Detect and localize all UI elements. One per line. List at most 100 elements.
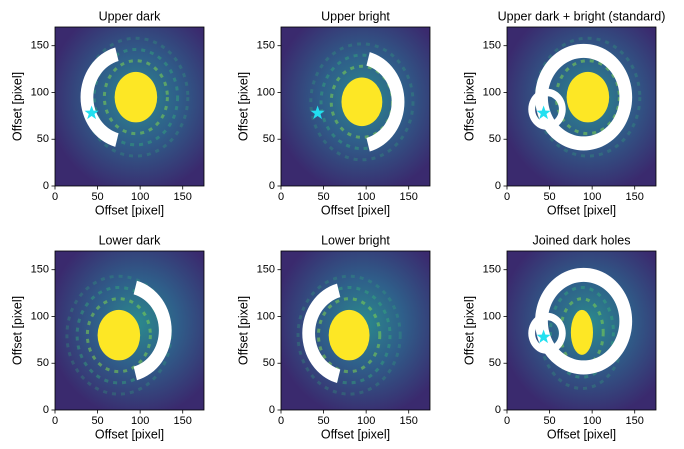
star-marker bbox=[310, 105, 325, 120]
y-tick-label: 50 bbox=[263, 357, 275, 369]
y-tick-label: 0 bbox=[269, 180, 275, 192]
x-tick-label: 150 bbox=[626, 191, 644, 203]
axes-frame bbox=[506, 26, 657, 187]
x-tick-label: 0 bbox=[504, 191, 510, 203]
x-axis-label: Offset [pixel] bbox=[321, 203, 390, 217]
core bbox=[566, 71, 610, 123]
x-tick-label: 150 bbox=[400, 191, 418, 203]
axes-frame bbox=[280, 250, 431, 411]
y-tick-label: 150 bbox=[483, 264, 501, 276]
mask-region bbox=[528, 88, 566, 130]
speckle-ring bbox=[306, 285, 392, 385]
x-tick-label: 0 bbox=[504, 415, 510, 427]
speckle-ring bbox=[548, 285, 615, 379]
y-tick-label: 150 bbox=[31, 40, 49, 52]
y-tick-label: 50 bbox=[37, 357, 49, 369]
image bbox=[55, 251, 204, 410]
mask-region bbox=[528, 312, 566, 354]
y-tick-label: 100 bbox=[483, 86, 501, 98]
x-axis-label: Offset [pixel] bbox=[547, 203, 616, 217]
panel: 0 50 100 150 0 50 100 150 Upper dark Offset [pixe… bbox=[10, 9, 205, 217]
speckle-ring bbox=[559, 297, 605, 368]
panel-title: Upper dark + bright (standard) bbox=[498, 9, 666, 23]
x-tick-label: 0 bbox=[278, 415, 284, 427]
speckle-ring bbox=[296, 274, 402, 396]
y-tick-label: 100 bbox=[257, 310, 275, 322]
axes-frame bbox=[54, 26, 205, 187]
axes-frame bbox=[506, 250, 657, 411]
x-axis-label: Offset [pixel] bbox=[95, 203, 164, 217]
x-tick-label: 0 bbox=[52, 191, 58, 203]
x-tick-label: 0 bbox=[52, 415, 58, 427]
x-tick-label: 100 bbox=[583, 191, 601, 203]
x-tick-label: 100 bbox=[583, 415, 601, 427]
core bbox=[97, 309, 141, 361]
image bbox=[55, 27, 204, 186]
x-tick-label: 100 bbox=[131, 191, 149, 203]
y-tick-label: 0 bbox=[495, 180, 501, 192]
mask-region bbox=[366, 52, 405, 152]
y-tick-label: 50 bbox=[37, 133, 49, 145]
x-tick-label: 50 bbox=[543, 191, 555, 203]
x-axis-label: Offset [pixel] bbox=[547, 427, 616, 441]
panel: 0 50 100 150 0 50 100 150 Joined dark holes Offse… bbox=[462, 233, 657, 441]
image bbox=[281, 27, 430, 186]
y-axis-label: Offset [pixel] bbox=[462, 72, 476, 141]
star-marker bbox=[536, 329, 551, 344]
x-axis-label: Offset [pixel] bbox=[95, 427, 164, 441]
y-axis-label: Offset [pixel] bbox=[236, 72, 250, 141]
panel-title: Upper bright bbox=[321, 9, 390, 23]
axes-frame bbox=[280, 26, 431, 187]
y-tick-label: 50 bbox=[489, 133, 501, 145]
mask-region bbox=[302, 283, 341, 383]
y-tick-label: 0 bbox=[495, 404, 501, 416]
y-tick-label: 50 bbox=[263, 133, 275, 145]
y-tick-label: 100 bbox=[483, 310, 501, 322]
y-axis-label: Offset [pixel] bbox=[10, 72, 24, 141]
x-tick-label: 150 bbox=[400, 415, 418, 427]
x-tick-label: 50 bbox=[317, 191, 329, 203]
star-marker bbox=[536, 105, 551, 120]
y-tick-label: 100 bbox=[31, 86, 49, 98]
x-tick-label: 150 bbox=[174, 415, 192, 427]
speckle-ring bbox=[316, 297, 382, 374]
x-tick-label: 0 bbox=[278, 191, 284, 203]
panel: 0 50 100 150 0 50 100 150 Lower dark Offset [pixe… bbox=[10, 233, 205, 441]
mask-region bbox=[80, 47, 119, 147]
core bbox=[341, 77, 383, 127]
image bbox=[281, 251, 430, 410]
y-tick-label: 150 bbox=[257, 264, 275, 276]
x-tick-label: 150 bbox=[626, 415, 644, 427]
x-tick-label: 150 bbox=[174, 191, 192, 203]
panel-title: Lower dark bbox=[99, 233, 162, 247]
y-axis-label: Offset [pixel] bbox=[236, 296, 250, 365]
y-tick-label: 100 bbox=[257, 86, 275, 98]
speckle-ring bbox=[309, 42, 415, 162]
y-tick-label: 100 bbox=[31, 310, 49, 322]
x-tick-label: 100 bbox=[131, 415, 149, 427]
x-axis-label: Offset [pixel] bbox=[321, 427, 390, 441]
x-tick-label: 50 bbox=[91, 415, 103, 427]
core bbox=[114, 71, 158, 123]
panel: 0 50 100 150 0 50 100 150 Lower bright Offset [pi… bbox=[236, 233, 431, 441]
x-tick-label: 50 bbox=[91, 191, 103, 203]
mask-region bbox=[133, 280, 172, 381]
panel-title: Joined dark holes bbox=[533, 233, 631, 247]
y-tick-label: 150 bbox=[483, 40, 501, 52]
x-tick-label: 50 bbox=[317, 415, 329, 427]
x-tick-label: 50 bbox=[543, 415, 555, 427]
y-tick-label: 50 bbox=[489, 357, 501, 369]
panel: 0 50 100 150 0 50 100 150 Upper dark + bright (s… bbox=[462, 9, 665, 217]
axes-frame bbox=[54, 250, 205, 411]
y-tick-label: 0 bbox=[43, 404, 49, 416]
y-axis-label: Offset [pixel] bbox=[10, 296, 24, 365]
image bbox=[507, 251, 656, 410]
y-tick-label: 0 bbox=[269, 404, 275, 416]
x-tick-label: 100 bbox=[357, 415, 375, 427]
y-tick-label: 0 bbox=[43, 180, 49, 192]
speckle-ring bbox=[92, 47, 180, 147]
y-tick-label: 150 bbox=[31, 264, 49, 276]
x-tick-label: 100 bbox=[357, 191, 375, 203]
image bbox=[507, 27, 656, 186]
star-marker bbox=[84, 105, 99, 120]
